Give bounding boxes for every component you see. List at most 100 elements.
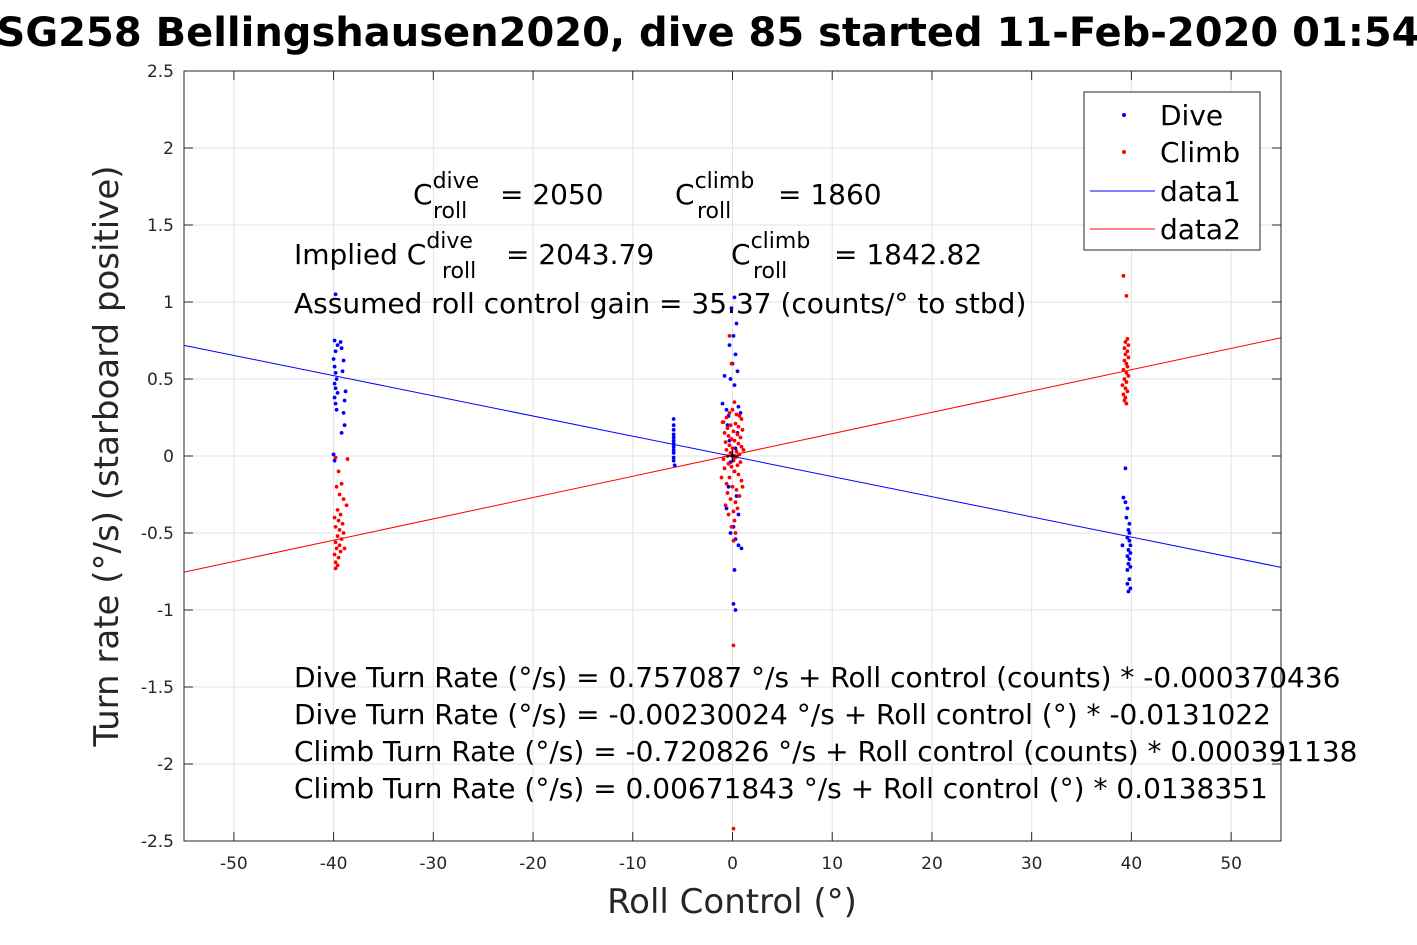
implied-climb-annotation: Cclimb roll = 1842.82 xyxy=(731,229,982,284)
climb-point xyxy=(1121,273,1126,278)
climb-point xyxy=(345,457,350,461)
dive-point xyxy=(341,358,346,363)
climb-point xyxy=(1120,383,1125,388)
climb-point xyxy=(722,466,727,471)
climb-point xyxy=(730,446,735,451)
dive-point xyxy=(1126,548,1131,552)
x-axis-ticks: -50 -40 -30 -20 -10 0 10 20 30 40 50 xyxy=(220,71,1242,874)
climb-point xyxy=(342,546,347,551)
climb-point xyxy=(724,415,729,420)
legend-dive-label: Dive xyxy=(1160,99,1223,132)
dive-point xyxy=(339,346,344,351)
implied-climb-symbol: C xyxy=(731,238,751,271)
dive-point xyxy=(1126,561,1131,566)
climb-point xyxy=(338,549,343,554)
y-tick-label: 1.5 xyxy=(147,216,174,236)
climb-point xyxy=(729,464,734,469)
dive-point xyxy=(1127,577,1132,582)
dive-point xyxy=(1125,568,1130,572)
dive-point xyxy=(728,531,733,535)
dive-point xyxy=(671,435,676,440)
dive-point xyxy=(733,608,738,612)
legend-climb-marker xyxy=(1122,150,1126,154)
climb-point xyxy=(337,543,342,548)
climb-point xyxy=(337,492,342,497)
dive-point xyxy=(671,438,676,443)
implied-climb-sup: climb xyxy=(751,229,811,254)
climb-point xyxy=(724,481,729,486)
climb-point xyxy=(731,826,736,831)
c-climb-annotation: Cclimb roll = 1860 xyxy=(675,169,882,224)
dive-point xyxy=(671,427,676,432)
roll-gain-annotation: Assumed roll control gain = 35.37 (count… xyxy=(294,287,1026,320)
climb-point xyxy=(1125,349,1130,354)
c-dive-annotation: Cdive roll = 2050 xyxy=(413,169,604,224)
climb-point xyxy=(734,412,739,417)
dive-point xyxy=(1127,531,1132,535)
climb-point xyxy=(1124,370,1129,375)
climb-point xyxy=(341,497,346,502)
dive-point xyxy=(334,377,339,381)
dive-point xyxy=(731,333,736,338)
y-tick-label: 2 xyxy=(163,139,174,159)
dive-point xyxy=(1121,495,1126,500)
climb-point xyxy=(1124,401,1129,406)
dive-point xyxy=(332,364,337,369)
c-dive-symbol: C xyxy=(413,178,433,211)
dive-point xyxy=(671,423,676,428)
y-tick-label: 1 xyxy=(163,293,174,313)
c-climb-value: = 1860 xyxy=(778,178,882,211)
climb-point xyxy=(344,503,349,508)
dive-point xyxy=(722,374,727,378)
climb-point xyxy=(1126,343,1131,348)
dive-point xyxy=(733,446,738,451)
climb-point xyxy=(733,531,738,535)
climb-point xyxy=(729,361,734,366)
c-dive-sub: roll xyxy=(433,199,467,224)
dive-point xyxy=(333,292,338,297)
climb-point xyxy=(735,432,740,437)
dive-point xyxy=(738,410,743,415)
x-tick-label: -40 xyxy=(320,854,348,874)
dive-point xyxy=(671,444,676,449)
x-tick-label: 0 xyxy=(727,854,738,874)
dive-point xyxy=(333,386,338,391)
climb-point xyxy=(333,566,338,571)
implied-prefix: Implied C xyxy=(294,238,426,271)
dive-point xyxy=(1125,581,1130,586)
x-tick-label: 10 xyxy=(821,854,843,874)
climb-point xyxy=(1121,367,1126,372)
y-axis-ticks: -2.5 -2 -1.5 -1 -0.5 0 0.5 1 1.5 2 2.5 xyxy=(141,62,1281,852)
origin-marker xyxy=(726,450,739,462)
climb-point xyxy=(732,518,737,523)
y-tick-label: 2.5 xyxy=(147,62,174,82)
chart-title: SG258 Bellingshausen2020, dive 85 starte… xyxy=(0,10,1417,56)
climb-point xyxy=(729,437,734,441)
annotations: Cdive roll = 2050 Cclimb roll = 1860 Implied… xyxy=(294,169,1357,805)
dive-point xyxy=(727,343,732,348)
dive-point xyxy=(1128,564,1133,569)
dive-point xyxy=(1125,554,1130,558)
climb-point xyxy=(721,457,726,461)
climb-point xyxy=(740,427,745,432)
dive-point xyxy=(1126,528,1131,532)
climb-point xyxy=(726,512,731,517)
dive-point xyxy=(338,340,343,344)
climb-point xyxy=(722,431,727,435)
climb-point xyxy=(736,472,741,477)
climb-point xyxy=(740,484,745,489)
dive-point xyxy=(332,381,337,386)
climb-point xyxy=(334,546,339,551)
implied-dive-sup: dive xyxy=(426,229,473,254)
climb-point xyxy=(731,538,736,543)
y-axis-label: Turn rate (°/s) (starboard positive) xyxy=(87,165,127,747)
dive-point xyxy=(335,343,340,348)
climb-point xyxy=(732,438,737,443)
c-climb-sub: roll xyxy=(697,199,731,224)
dive-point xyxy=(1124,515,1129,520)
climb-point xyxy=(729,524,734,529)
dive-point xyxy=(342,423,347,428)
climb-point xyxy=(720,420,725,425)
climb-point xyxy=(731,429,736,434)
climb-point xyxy=(335,508,340,512)
